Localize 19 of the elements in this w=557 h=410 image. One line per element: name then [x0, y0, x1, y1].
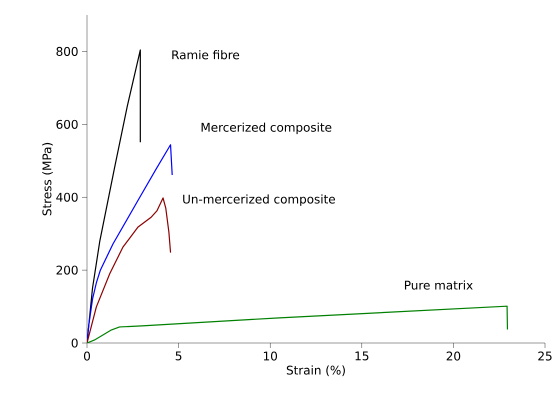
line-series — [87, 306, 508, 343]
x-tick-label: 20 — [446, 352, 460, 361]
series-label: Un-mercerized composite — [183, 194, 335, 206]
text: Mercerized composite — [202, 122, 332, 134]
x-tick-label: 25 — [538, 352, 552, 361]
y-tick-label: 400 — [56, 192, 78, 202]
y-tick-label: 600 — [56, 120, 78, 129]
x-tick-label: 15 — [356, 352, 368, 360]
series-label: Pure matrix — [404, 280, 473, 290]
x-tick-label: 0 — [84, 352, 90, 361]
text: Ramie fibre — [172, 50, 240, 60]
x-tick-label: 10 — [264, 352, 278, 361]
y-tick-label: 200 — [56, 266, 78, 275]
x-tick-label: 5 — [176, 352, 182, 360]
y-tick-label: 0 — [72, 338, 78, 348]
x-axis-title: Strain (%) — [286, 365, 345, 376]
y-axis-title: Stress (MPa) — [42, 142, 53, 216]
y-tick-label: 800 — [56, 46, 78, 56]
line-series — [87, 197, 172, 343]
